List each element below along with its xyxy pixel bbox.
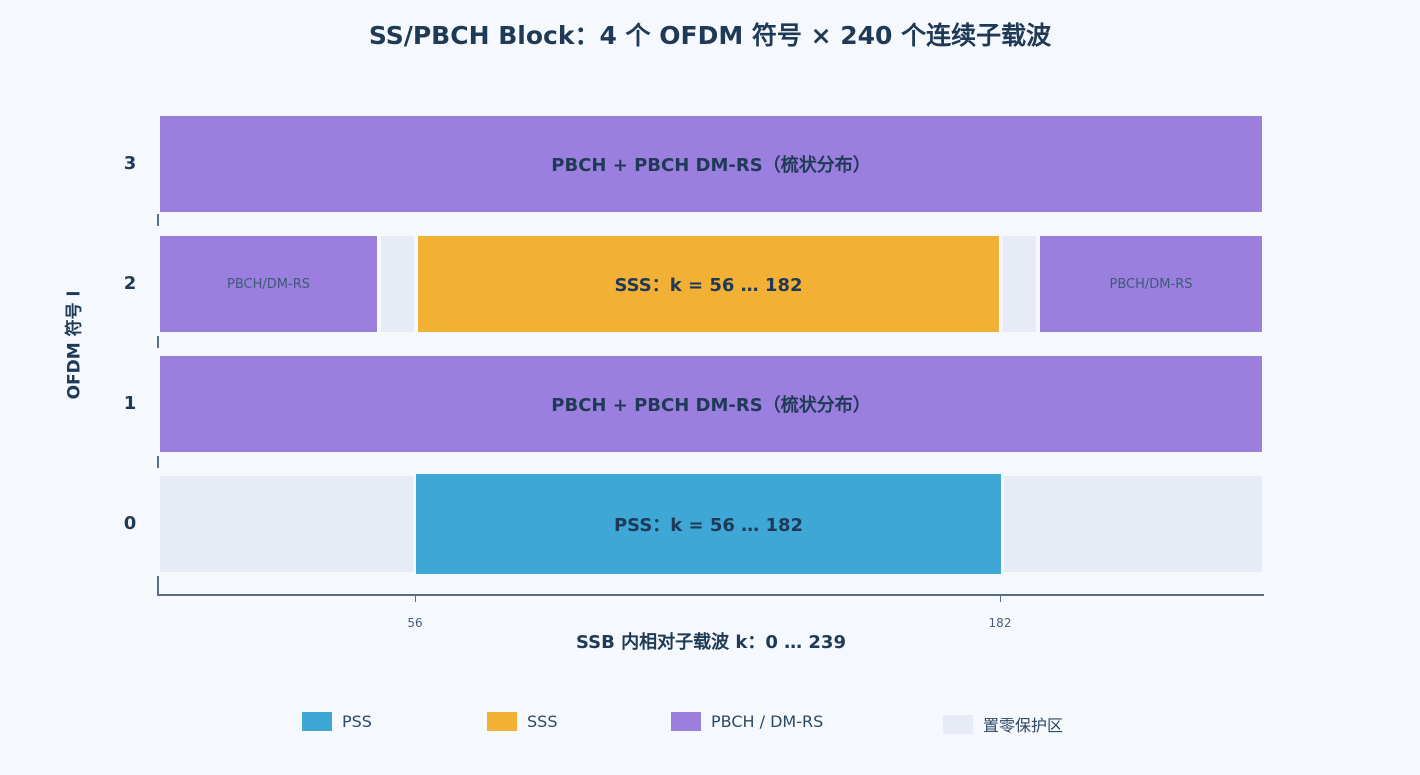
y-axis-tick [157, 576, 159, 596]
y-axis-label: OFDM 符号 l [64, 290, 85, 400]
row0-guard-right-block [1004, 476, 1262, 572]
row1-pbch-block: PBCH + PBCH DM-RS（梳状分布） [160, 356, 1262, 452]
y-axis-tick [157, 214, 159, 226]
row-label-symbol-3: 3 [123, 153, 137, 174]
row-label-symbol-1: 1 [123, 393, 137, 414]
row3-pbch-block: PBCH + PBCH DM-RS（梳状分布） [160, 116, 1262, 212]
row2-pbch-right-block: PBCH/DM-RS [1040, 236, 1262, 332]
row-label-symbol-0: 0 [123, 513, 137, 534]
row2-pbch-right-label: PBCH/DM-RS [1109, 276, 1193, 292]
x-axis-tick-182 [1000, 596, 1001, 602]
row1-pbch-label: PBCH + PBCH DM-RS（梳状分布） [551, 395, 871, 416]
diagram-title: SS/PBCH Block：4 个 OFDM 符号 × 240 个连续子载波 [368, 21, 1052, 50]
row2-sss-block: SSS：k = 56 … 182 [418, 236, 999, 332]
legend-label-pbch: PBCH / DM-RS [711, 712, 824, 731]
row0-pss-label: PSS：k = 56 … 182 [613, 515, 804, 536]
row0-pss-block: PSS：k = 56 … 182 [416, 474, 1001, 574]
x-axis-tick-56 [415, 596, 416, 602]
y-axis-tick [157, 336, 159, 348]
row2-pbch-left-label: PBCH/DM-RS [227, 276, 310, 292]
legend-item-guard: 置零保护区 [943, 712, 1063, 736]
x-tick-label-56: 56 [407, 616, 423, 630]
legend-label-sss: SSS [527, 712, 558, 731]
row3-pbch-label: PBCH + PBCH DM-RS（梳状分布） [551, 155, 871, 176]
row2-guard-left-block [381, 236, 414, 332]
x-axis-label: SSB 内相对子载波 k：0 … 239 [576, 632, 846, 653]
row2-pbch-left-block: PBCH/DM-RS [160, 236, 377, 332]
y-axis-tick [157, 456, 159, 468]
legend-item-pbch: PBCH / DM-RS [671, 712, 823, 731]
x-axis-line [157, 594, 1264, 596]
legend-item-sss: SSS [487, 712, 557, 731]
row2-guard-right-block [1003, 236, 1036, 332]
row0-guard-left-block [160, 476, 413, 572]
legend-swatch-guard [943, 714, 973, 734]
legend-label-pss: PSS [342, 712, 372, 731]
x-tick-label-182: 182 [988, 616, 1012, 630]
legend-item-pss: PSS [302, 712, 372, 731]
row2-sss-label: SSS：k = 56 … 182 [614, 275, 803, 296]
legend-swatch-sss [487, 712, 517, 731]
row-label-symbol-2: 2 [123, 273, 137, 294]
legend-swatch-pss [302, 712, 332, 731]
legend-label-guard: 置零保护区 [983, 716, 1064, 735]
legend-swatch-pbch [671, 712, 701, 731]
